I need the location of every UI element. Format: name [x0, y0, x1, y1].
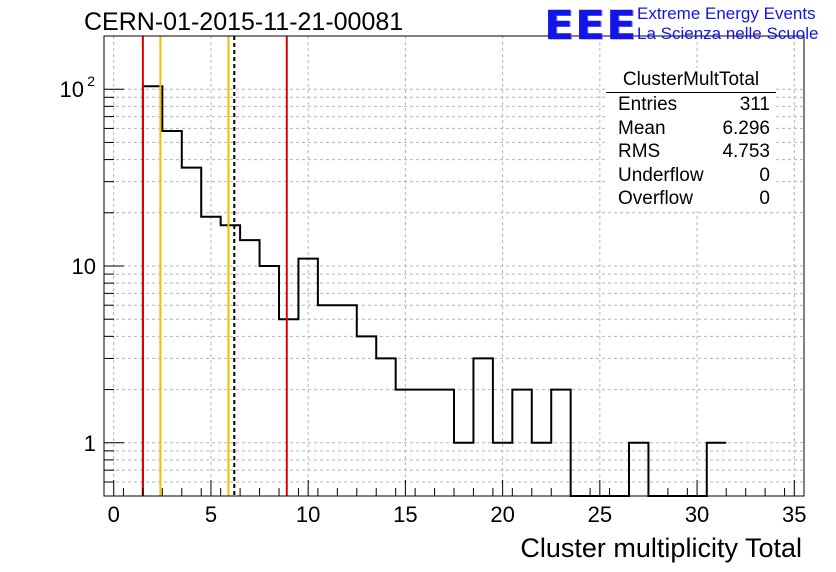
chart-title: CERN-01-2015-11-21-00081	[84, 8, 404, 36]
eee-logo: EEE	[544, 2, 638, 49]
x-tick-label: 25	[588, 502, 612, 527]
x-tick-label: 20	[490, 502, 514, 527]
stats-label: RMS	[618, 141, 661, 162]
logo-line-2: La Scienza nelle Scuole	[637, 24, 819, 43]
stats-value: 0	[759, 164, 770, 186]
stats-box-title: ClusterMultTotal	[606, 68, 776, 93]
stats-label: Overflow	[618, 188, 693, 209]
stats-label: Mean	[618, 117, 666, 139]
y-tick-exponent: 2	[87, 73, 95, 89]
stats-value: 311	[739, 94, 770, 115]
x-tick-label: 35	[782, 502, 806, 527]
stats-value: 6.296	[722, 117, 770, 139]
x-tick-label: 15	[393, 502, 417, 527]
stats-row: Underflow 0	[606, 164, 776, 188]
x-tick-label: 0	[108, 502, 120, 527]
stats-row: Mean 6.296	[606, 117, 776, 141]
x-tick-label: 10	[296, 502, 320, 527]
stats-value: 0	[759, 188, 770, 209]
y-tick-label: 10	[60, 77, 84, 102]
stats-label: Entries	[618, 94, 678, 115]
x-tick-label: 5	[205, 502, 217, 527]
x-tick-label: 30	[685, 502, 709, 527]
stats-box: ClusterMultTotal Entries 311 Mean 6.296 …	[606, 68, 776, 211]
y-tick-label: 10	[72, 254, 96, 279]
y-tick-label: 1	[84, 431, 96, 456]
stats-row: Entries 311	[606, 93, 776, 117]
x-axis-label: Cluster multiplicity Total	[520, 533, 802, 563]
stats-row: Overflow 0	[606, 187, 776, 211]
stats-label: Underflow	[618, 164, 704, 186]
stats-value: 4.753	[722, 141, 770, 162]
logo-line-1: Extreme Energy Events	[637, 4, 816, 23]
stats-row: RMS 4.753	[606, 140, 776, 164]
